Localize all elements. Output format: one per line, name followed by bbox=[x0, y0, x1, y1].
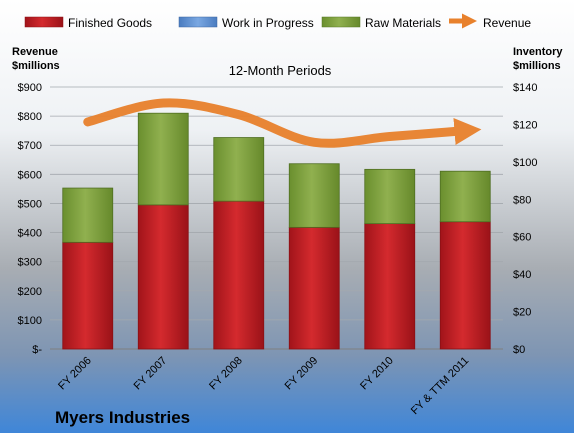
right-tick-label: $140 bbox=[513, 82, 537, 94]
right-axis-ticks: $0 $20 $40 $60 $80 $100 $120 $140 bbox=[513, 82, 537, 356]
bar-finished-goods bbox=[288, 226, 340, 350]
legend: Finished Goods Work in Progress Raw Mate… bbox=[24, 13, 531, 30]
legend-label-raw-materials: Raw Materials bbox=[365, 16, 441, 30]
revenue-series bbox=[83, 98, 482, 148]
bar-finished-goods bbox=[213, 200, 265, 350]
bar-finished-goods bbox=[364, 223, 416, 350]
left-tick-label: $400 bbox=[18, 228, 42, 240]
left-tick-label: $800 bbox=[18, 111, 42, 123]
bars bbox=[62, 112, 491, 350]
right-tick-label: $40 bbox=[513, 269, 531, 281]
right-tick-label: $20 bbox=[513, 307, 531, 319]
bar-raw-materials bbox=[213, 137, 265, 202]
bar-finished-goods bbox=[62, 241, 114, 350]
left-axis-title-line1: Revenue bbox=[12, 46, 58, 58]
right-tick-label: $60 bbox=[513, 232, 531, 244]
legend-swatch-finished-goods bbox=[24, 16, 64, 28]
right-tick-label: $100 bbox=[513, 157, 537, 169]
legend-label-finished-goods: Finished Goods bbox=[68, 16, 152, 30]
left-tick-label: $900 bbox=[18, 82, 42, 94]
chart-subtitle: 12-Month Periods bbox=[229, 63, 332, 78]
right-axis-title-line1: Inventory bbox=[513, 46, 563, 58]
left-tick-label: $600 bbox=[18, 169, 42, 181]
bar-raw-materials bbox=[439, 170, 491, 223]
left-tick-label: $100 bbox=[18, 315, 42, 327]
legend-label-revenue: Revenue bbox=[483, 16, 531, 30]
bar-finished-goods bbox=[439, 221, 491, 350]
bar-raw-materials bbox=[364, 168, 416, 225]
left-tick-label: $500 bbox=[18, 198, 42, 210]
bar-raw-materials bbox=[288, 163, 340, 228]
left-tick-label: $- bbox=[32, 344, 42, 356]
legend-swatch-work-in-progress bbox=[178, 16, 218, 28]
revenue-line bbox=[83, 98, 482, 148]
left-tick-label: $300 bbox=[18, 257, 42, 269]
left-axis-ticks: $- $100 $200 $300 $400 $500 $600 $700 $800 $900 bbox=[18, 82, 43, 356]
right-axis-title-line2: $millions bbox=[513, 60, 561, 72]
left-tick-label: $700 bbox=[18, 140, 42, 152]
left-tick-label: $200 bbox=[18, 286, 42, 298]
right-tick-label: $80 bbox=[513, 194, 531, 206]
legend-label-work-in-progress: Work in Progress bbox=[222, 16, 314, 30]
right-tick-label: $0 bbox=[513, 344, 525, 356]
right-tick-label: $120 bbox=[513, 119, 537, 131]
gridlines bbox=[50, 86, 503, 350]
company-name: Myers Industries bbox=[55, 408, 190, 427]
left-axis-title-line2: $millions bbox=[12, 60, 60, 72]
bar-finished-goods bbox=[137, 204, 189, 350]
legend-swatch-raw-materials bbox=[321, 16, 361, 28]
bar-raw-materials bbox=[137, 112, 189, 206]
bar-raw-materials bbox=[62, 187, 114, 243]
